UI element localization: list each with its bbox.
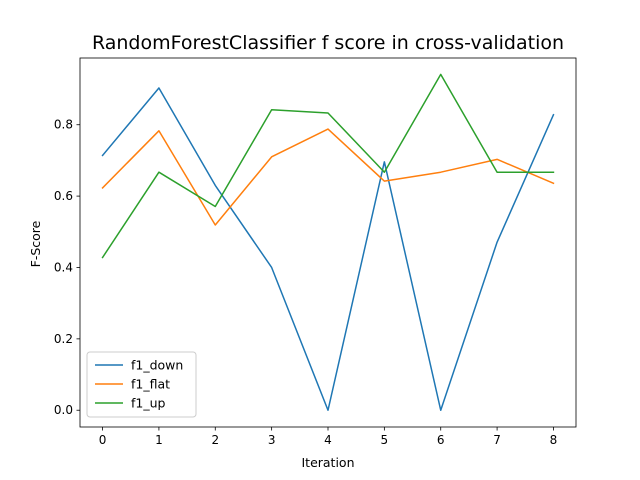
x-tick-label: 2: [211, 433, 219, 447]
y-tick-label: 0.8: [54, 118, 73, 132]
chart-title: RandomForestClassifier f score in cross-…: [92, 32, 564, 54]
y-tick-label: 0.6: [54, 189, 73, 203]
x-tick-label: 5: [381, 433, 389, 447]
plot-area: 0 1 2 3 4 5 6 7 8 0.0 0.2 0.4 0.6 0.8 f1_down f1_flat f1…: [54, 57, 577, 447]
legend-box: [86, 351, 197, 418]
series-line-f1_up: [101, 73, 555, 259]
y-tick-label: 0.2: [54, 332, 73, 346]
legend-label-f1_up: f1_up: [131, 396, 166, 411]
y-tick-label: 0.4: [54, 260, 73, 274]
legend-label-f1_down: f1_down: [131, 358, 183, 373]
x-tick-label: 6: [437, 433, 445, 447]
x-tick-label: 7: [493, 433, 501, 447]
x-tick-label: 3: [268, 433, 276, 447]
x-axis-label: Iteration: [301, 455, 354, 470]
x-tick-label: 0: [99, 433, 107, 447]
legend-label-f1_flat: f1_flat: [131, 377, 170, 392]
x-tick-label: 4: [324, 433, 332, 447]
y-tick-label: 0.0: [54, 403, 73, 417]
series-line-f1_down: [101, 87, 555, 411]
x-tick-label: 8: [550, 433, 558, 447]
x-tick-label: 1: [155, 433, 163, 447]
y-axis-label: F-Score: [28, 220, 43, 267]
series-line-f1_flat: [101, 128, 555, 226]
